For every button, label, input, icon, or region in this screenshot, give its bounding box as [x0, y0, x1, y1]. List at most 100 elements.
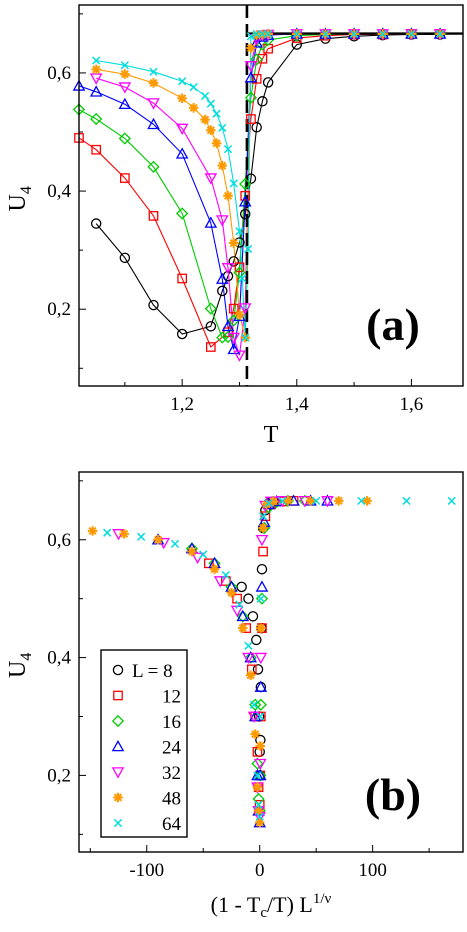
- data-point: [244, 651, 257, 664]
- data-point: [92, 56, 101, 65]
- data-point: [239, 177, 252, 191]
- data-point: [258, 523, 268, 533]
- data-point: [249, 700, 259, 709]
- data-point: [175, 123, 189, 135]
- x-tick-label: 0: [255, 860, 265, 881]
- data-point: [254, 769, 267, 782]
- data-point: [177, 273, 188, 284]
- data-point: [120, 69, 130, 79]
- data-point: [258, 546, 268, 557]
- data-point: [357, 496, 366, 505]
- data-point: [209, 564, 220, 575]
- data-point: [227, 314, 240, 327]
- data-point: [200, 91, 210, 101]
- x-tick-label: 1,2: [170, 394, 194, 415]
- data-point: [256, 563, 268, 575]
- y-tick-label: 0,6: [47, 530, 71, 551]
- data-point: [170, 539, 180, 549]
- data-point: [262, 77, 274, 88]
- x-tick-label: -100: [129, 860, 164, 881]
- data-point: [234, 262, 245, 273]
- legend-label-5: 32: [162, 763, 181, 784]
- data-point: [292, 29, 301, 39]
- legend-marker-5: [111, 767, 125, 779]
- data-point: [237, 623, 248, 633]
- series-6-markers: [87, 496, 372, 828]
- data-point: [243, 244, 253, 254]
- data-point: [223, 144, 233, 154]
- legend-label-4: 24: [162, 738, 182, 759]
- data-point: [205, 321, 217, 332]
- data-point: [349, 29, 359, 39]
- series-line-3: [78, 33, 441, 339]
- series-6-markers: [91, 29, 445, 343]
- y-axis-label-main: U: [5, 661, 31, 678]
- series-line-1: [95, 33, 441, 335]
- data-point: [238, 303, 252, 315]
- panel-label: (a): [366, 299, 420, 350]
- x-axis-label: (1 - Tc/T) L1/ν: [211, 891, 332, 921]
- data-point: [188, 102, 199, 113]
- legend-label-6: 48: [162, 789, 181, 810]
- data-point: [244, 651, 257, 663]
- data-point: [321, 29, 330, 39]
- data-point: [120, 173, 130, 183]
- data-point: [333, 496, 344, 506]
- legend-box: [100, 649, 188, 838]
- data-point: [251, 30, 262, 40]
- plot-frame: [78, 4, 464, 387]
- x-tick-label: 1,4: [285, 394, 309, 415]
- data-point: [253, 771, 262, 780]
- data-point: [244, 61, 258, 73]
- y-tick-label: 0,6: [47, 63, 71, 84]
- data-point: [255, 592, 269, 605]
- plot-frame: [78, 471, 464, 853]
- data-point: [118, 82, 132, 94]
- data-point: [255, 534, 269, 547]
- data-point: [147, 117, 160, 130]
- data-point: [238, 274, 247, 283]
- data-point: [240, 190, 251, 201]
- data-point: [236, 609, 250, 622]
- data-point: [238, 195, 252, 207]
- data-point: [217, 160, 228, 171]
- data-point: [235, 600, 244, 609]
- data-point: [247, 711, 261, 724]
- data-point: [256, 594, 265, 603]
- data-point: [268, 496, 279, 507]
- x-axis-label-sub: c: [260, 905, 267, 921]
- data-point: [254, 800, 263, 809]
- legend-marker-1: [112, 664, 124, 676]
- y-tick-label: 0,2: [47, 765, 71, 786]
- data-point: [246, 32, 256, 41]
- data-point: [118, 132, 131, 145]
- data-point: [245, 173, 257, 184]
- legend-label-2: 12: [162, 687, 181, 708]
- legend-marker-6: [113, 792, 123, 803]
- data-point: [91, 144, 102, 155]
- data-point: [176, 207, 189, 220]
- data-point: [234, 309, 245, 320]
- data-point: [264, 29, 273, 39]
- series-7-markers: [103, 496, 456, 821]
- panel-b-chart: -100 0 100 0,2 0,4 0,6 U4 (b) (1 - Tc/T) L1/ν L =…: [5, 471, 464, 921]
- data-point: [252, 782, 263, 792]
- data-point: [242, 652, 255, 665]
- data-point: [118, 97, 132, 110]
- data-point: [215, 272, 229, 284]
- legend-label-3: 16: [162, 712, 181, 733]
- data-point: [206, 99, 215, 108]
- data-point: [283, 496, 293, 506]
- data-point: [176, 328, 188, 340]
- data-point: [223, 190, 233, 201]
- panel-a-chart: 1,2 1,4 1,6 0,2 0,4 0,6 U4 (a) T: [5, 4, 464, 448]
- data-point: [435, 29, 445, 39]
- x-tick-label: 100: [358, 860, 387, 881]
- data-point: [252, 664, 264, 675]
- data-point: [223, 327, 233, 338]
- data-point: [227, 332, 241, 345]
- data-point: [235, 227, 244, 236]
- data-point: [189, 82, 198, 92]
- data-point: [257, 53, 268, 64]
- legend-marker-4: [111, 739, 125, 752]
